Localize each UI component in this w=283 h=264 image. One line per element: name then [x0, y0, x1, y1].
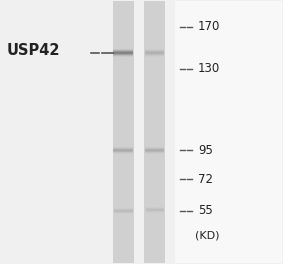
Bar: [143, 1, 165, 263]
Text: (KD): (KD): [195, 231, 220, 241]
Text: USP42: USP42: [6, 43, 60, 58]
Text: 95: 95: [198, 144, 213, 157]
Text: 130: 130: [198, 63, 220, 76]
Text: 72: 72: [198, 173, 213, 186]
Bar: [175, 1, 282, 263]
Bar: [113, 1, 134, 263]
Text: 170: 170: [198, 20, 220, 34]
Text: 55: 55: [198, 204, 213, 217]
